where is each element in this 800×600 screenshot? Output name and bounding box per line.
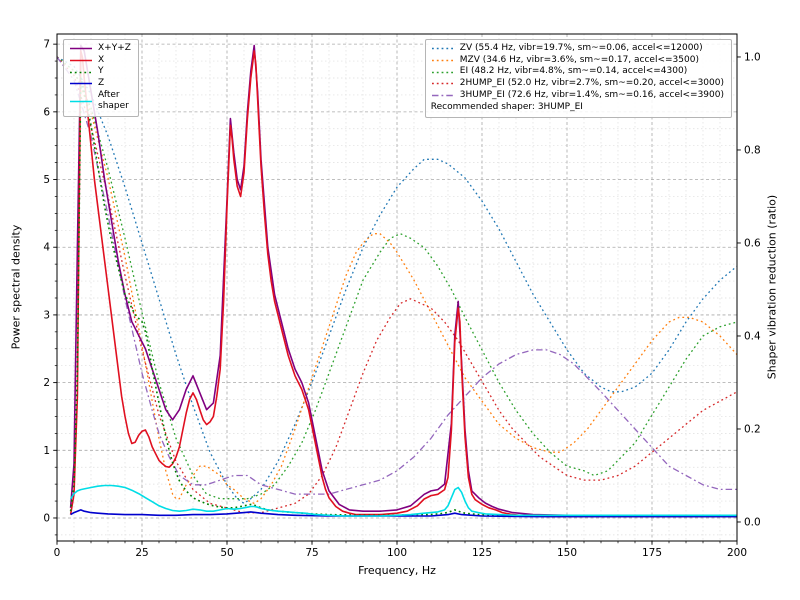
legend-label: EI (48.2 Hz, vibr=4.8%, sm~=0.14, accel<… xyxy=(459,66,688,77)
svg-text:0.2: 0.2 xyxy=(744,423,761,435)
legend-label: Z xyxy=(98,78,105,89)
y-axis-label-left: Power spectral density xyxy=(9,224,23,350)
legend-entry-ei: EI (48.2 Hz, vibr=4.8%, sm~=0.14, accel<… xyxy=(431,66,724,78)
svg-text:100: 100 xyxy=(387,547,407,559)
legend-line-swatch xyxy=(431,59,454,62)
svg-text:1.0: 1.0 xyxy=(744,51,761,63)
series-x xyxy=(69,50,737,518)
legend-label: ZV (55.4 Hz, vibr=19.7%, sm~=0.06, accel… xyxy=(459,43,703,53)
legend-entry-mzv: MZV (34.6 Hz, vibr=3.6%, sm~=0.17, accel… xyxy=(431,55,724,67)
x-axis-label: Frequency, Hz xyxy=(358,564,436,577)
recommended-shaper-note: Recommended shaper: 3HUMP_EI xyxy=(430,102,583,113)
shaper-curves xyxy=(56,56,738,514)
legend-measurements: X+Y+Z X Y Z After shaper xyxy=(63,39,139,118)
series-y xyxy=(69,77,737,517)
svg-text:5: 5 xyxy=(43,174,50,186)
svg-text:25: 25 xyxy=(135,547,148,559)
legend-line-swatch xyxy=(431,83,454,85)
svg-text:50: 50 xyxy=(220,547,233,559)
legend-entry-xyz: X+Y+Z xyxy=(69,43,131,55)
legend-label: X+Y+Z xyxy=(98,43,131,53)
svg-text:200: 200 xyxy=(727,547,747,559)
series-2hump-ei xyxy=(56,56,738,514)
legend-entry-z: Z xyxy=(69,78,131,90)
legend-entry-y: Y xyxy=(69,66,131,78)
y-axis-label-right: Shaper vibration reduction (ratio) xyxy=(765,194,779,380)
legend-line-swatch xyxy=(431,71,454,74)
legend-line-swatch xyxy=(70,48,92,50)
svg-text:75: 75 xyxy=(305,547,318,559)
legend-entry-zv: ZV (55.4 Hz, vibr=19.7%, sm~=0.06, accel… xyxy=(431,43,724,55)
legend-label: MZV (34.6 Hz, vibr=3.6%, sm~=0.17, accel… xyxy=(459,54,699,65)
series-mzv xyxy=(56,56,738,505)
svg-text:0.0: 0.0 xyxy=(744,516,761,528)
legend-label: 2HUMP_EI (52.0 Hz, vibr=2.7%, sm~=0.20, … xyxy=(459,78,724,89)
legend-line-swatch xyxy=(70,71,92,74)
series-after-shaper xyxy=(69,484,737,517)
svg-text:3: 3 xyxy=(43,309,50,321)
legend-label: Y xyxy=(98,66,104,77)
psd-curves xyxy=(69,44,737,518)
series-z xyxy=(70,509,737,518)
svg-text:2: 2 xyxy=(43,377,50,389)
legend-label: X xyxy=(98,54,105,65)
legend-entry-x: X xyxy=(69,55,131,67)
legend-line-swatch xyxy=(431,48,454,50)
ticks: 0 25 50 75 100 125 150 175 200 0 1 2 3 4 5 6 7 0.0 0.2 0.4 0… xyxy=(43,39,761,559)
legend-line-swatch xyxy=(70,59,92,62)
svg-text:4: 4 xyxy=(43,242,50,254)
legend-entry-2hump-ei: 2HUMP_EI (52.0 Hz, vibr=2.7%, sm~=0.20, … xyxy=(431,78,724,90)
legend-shapers: ZV (55.4 Hz, vibr=19.7%, sm~=0.06, accel… xyxy=(424,39,732,119)
legend-entry-3hump-ei: 3HUMP_EI (72.6 Hz, vibr=1.4%, sm~=0.16, … xyxy=(431,90,724,102)
series-3hump-ei xyxy=(56,56,737,495)
svg-text:0.6: 0.6 xyxy=(744,237,761,249)
svg-text:0.4: 0.4 xyxy=(744,330,761,342)
svg-text:1: 1 xyxy=(43,445,50,457)
svg-text:150: 150 xyxy=(557,547,577,559)
legend-line-swatch xyxy=(70,100,92,103)
legend-label: 3HUMP_EI (72.6 Hz, vibr=1.4%, sm~=0.16, … xyxy=(459,89,724,100)
svg-text:175: 175 xyxy=(642,547,662,559)
svg-text:7: 7 xyxy=(43,39,50,51)
legend-entry-after-shaper: After shaper xyxy=(69,90,131,113)
svg-text:0.8: 0.8 xyxy=(744,144,761,156)
svg-text:6: 6 xyxy=(43,106,50,118)
svg-text:125: 125 xyxy=(472,547,492,559)
legend-line-swatch xyxy=(70,83,92,85)
legend-line-swatch xyxy=(431,94,454,97)
legend-label: After shaper xyxy=(98,89,129,112)
svg-text:0: 0 xyxy=(54,547,61,559)
svg-text:0: 0 xyxy=(43,512,50,524)
series-zv xyxy=(56,56,738,505)
